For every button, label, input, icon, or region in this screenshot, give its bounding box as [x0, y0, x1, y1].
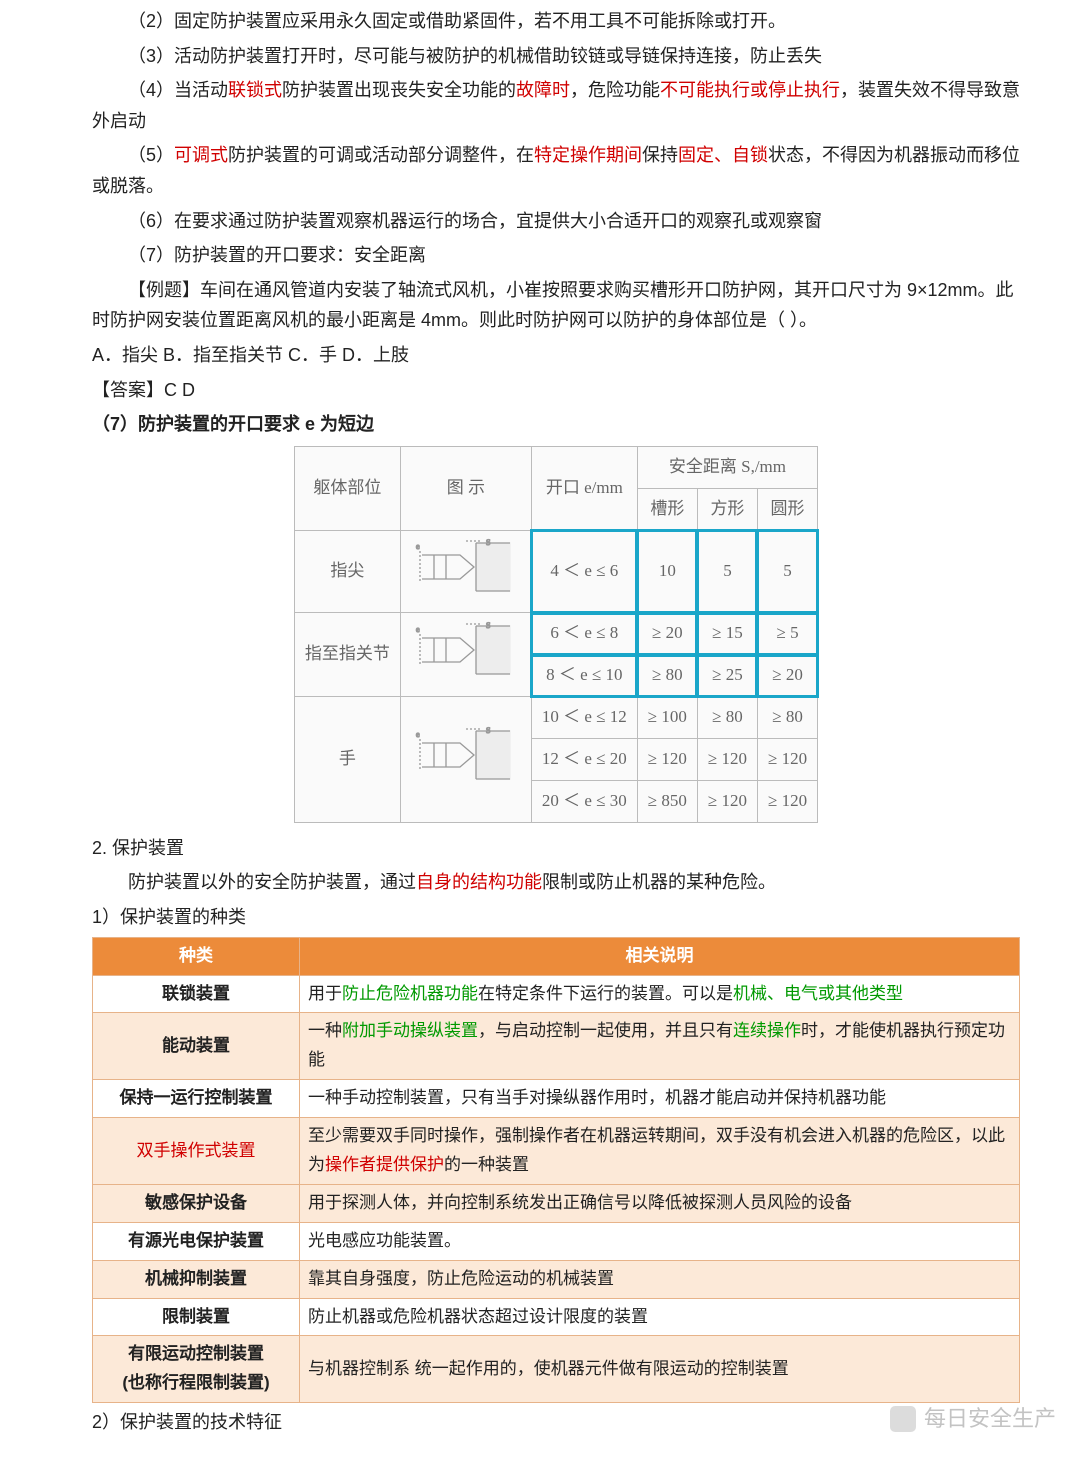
sec2-title: 2. 保护装置 — [92, 833, 1020, 864]
example-q: 【例题】车间在通风管道内安装了轴流式风机，小崔按照要求购买槽形开口防护网，其开口… — [92, 275, 1020, 336]
para-6: （6）在要求通过防护装置观察机器运行的场合，宜提供大小合适开口的观察孔或观察窗 — [92, 206, 1020, 237]
example-ans: 【答案】C D — [92, 375, 1020, 406]
svg-text:e: e — [416, 625, 420, 634]
para-2: （2）固定防护装置应采用永久固定或借助紧固件，若不用工具不可能拆除或打开。 — [92, 6, 1020, 37]
safety-distance-table: 躯体部位图 示开口 e/mm安全距离 S,/mm槽形方形圆形指尖 S e 4 ＜… — [294, 446, 818, 823]
para-3: （3）活动防护装置打开时，尽可能与被防护的机械借助铰链或导链保持连接，防止丢失 — [92, 41, 1020, 72]
svg-text:e: e — [416, 730, 420, 739]
sec2-2-title: 2）保护装置的技术特征 — [92, 1407, 1020, 1438]
table-title: （7）防护装置的开口要求 e 为短边 — [92, 409, 1020, 440]
svg-text:e: e — [416, 542, 420, 551]
para-7: （7）防护装置的开口要求：安全距离 — [92, 240, 1020, 271]
device-kind-table: 种类相关说明联锁装置用于防止危险机器功能在特定条件下运行的装置。可以是机械、电气… — [92, 937, 1020, 1404]
svg-text:S: S — [486, 726, 490, 735]
sec2-para: 防护装置以外的安全防护装置，通过自身的结构功能限制或防止机器的某种危险。 — [92, 867, 1020, 898]
sec2-1-title: 1）保护装置的种类 — [92, 902, 1020, 933]
svg-text:S: S — [486, 538, 490, 547]
para-5: （5）可调式防护装置的可调或活动部分调整件，在特定操作期间保持固定、自锁状态，不… — [92, 140, 1020, 201]
example-opts: A．指尖 B．指至指关节 C．手 D．上肢 — [92, 340, 1020, 371]
para-4: （4）当活动联锁式防护装置出现丧失安全功能的故障时，危险功能不可能执行或停止执行… — [92, 75, 1020, 136]
svg-text:S: S — [486, 621, 490, 630]
